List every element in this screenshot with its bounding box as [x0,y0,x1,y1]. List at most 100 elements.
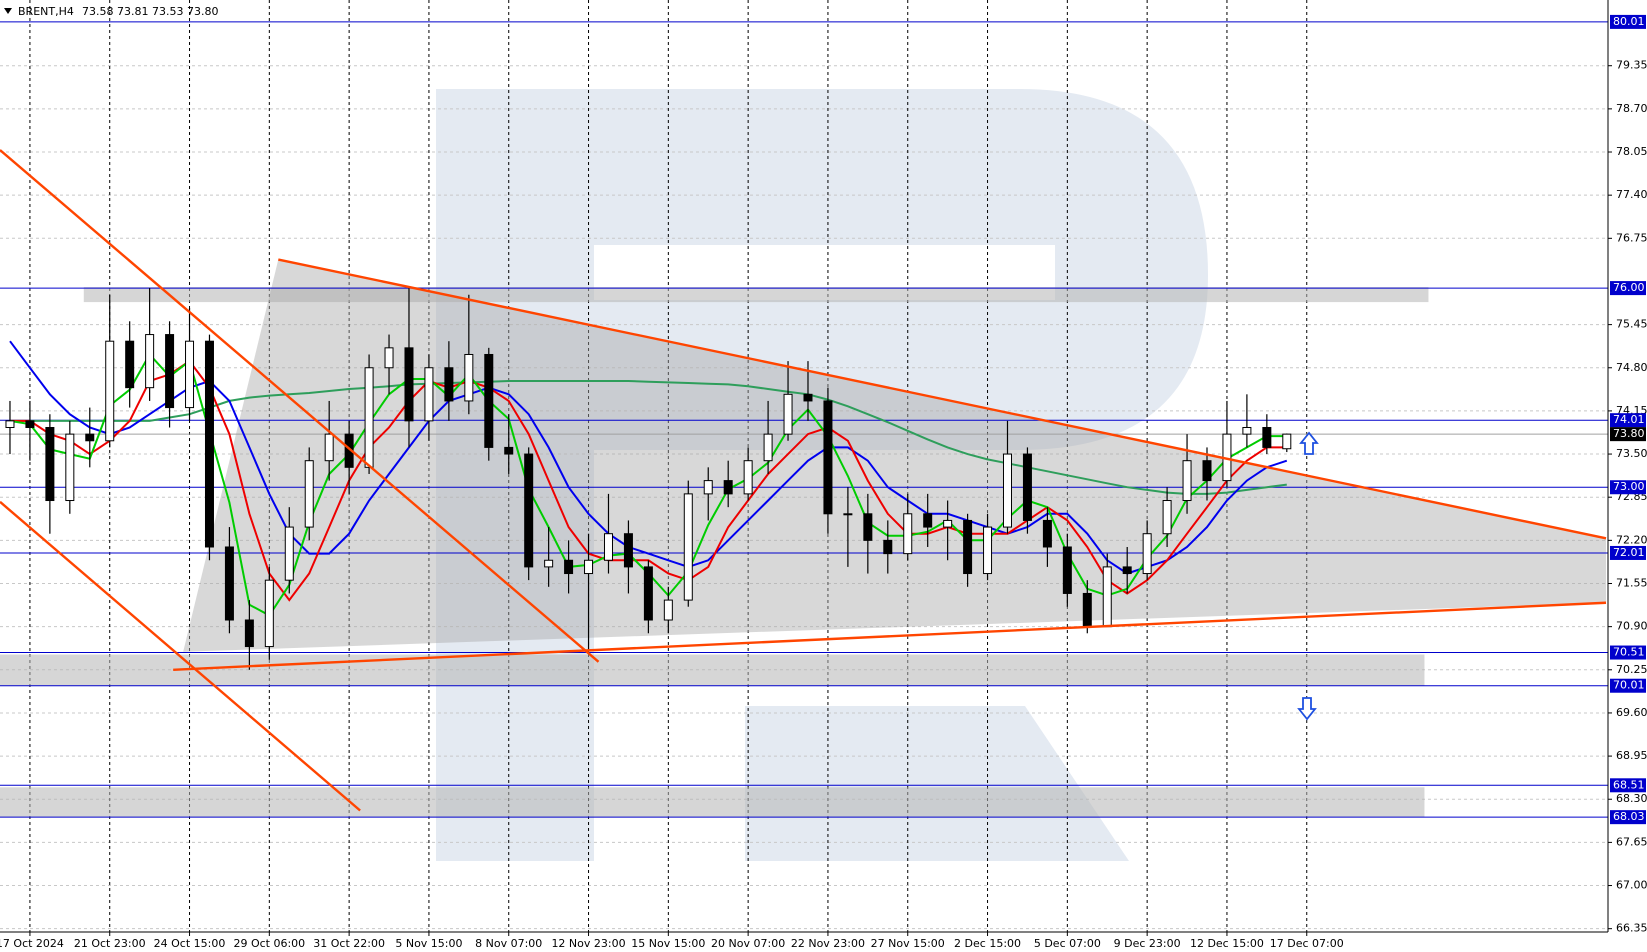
candle-body [204,340,214,548]
x-tick-label: 2 Dec 15:00 [954,937,1021,950]
candle-body [1082,592,1092,628]
candle-body [165,334,175,409]
level-label: 73.00 [1613,480,1645,493]
candle-body [863,513,873,541]
candle-body [464,353,474,402]
candle-body [524,453,534,568]
header-value: 73.53 [152,5,184,18]
candle-body [1182,460,1192,502]
level-tag [1610,480,1646,495]
y-tick-label: 73.50 [1616,447,1647,460]
symbol-label: BRENT,H4 [18,5,74,18]
candle-body [1062,546,1072,594]
candle-body [45,426,55,502]
trend-line [0,149,600,663]
trend-line [278,258,1607,540]
axis-panel [1609,0,1647,952]
candle-body [1142,533,1152,575]
y-tick-label: 70.90 [1616,620,1647,633]
candle-body [1282,433,1292,450]
x-tick-label: 9 Dec 23:00 [1114,937,1181,950]
level-tag [1610,545,1646,560]
candle-body [1102,566,1112,628]
candle-body [803,393,813,402]
candle-body [65,433,75,502]
candle-body [823,400,833,515]
candle-body [484,353,494,448]
x-tick-label: 17 Dec 07:00 [1270,937,1344,950]
x-tick-label: 21 Oct 23:00 [74,937,146,950]
candle-body [284,526,294,581]
zone [83,287,1429,303]
candle-body [1002,453,1012,528]
candle-body [564,559,574,575]
candle-body [404,347,414,422]
candle-body [384,347,394,369]
candle-body [763,433,773,462]
y-tick-label: 72.20 [1616,533,1647,546]
candle-body [1242,426,1252,435]
x-tick-label: 31 Oct 22:00 [313,937,385,950]
x-tick-label: 15 Nov 15:00 [631,937,705,950]
last-price-tag [1610,427,1646,442]
level-label: 70.51 [1613,646,1645,659]
candle-body [444,367,454,402]
x-tick-label: 20 Nov 07:00 [711,937,785,950]
level-tag [1610,14,1646,29]
level-label: 80.01 [1613,15,1645,28]
candle-body [5,420,15,428]
level-tag [1610,645,1646,660]
up-arrow [1299,431,1319,455]
candle-body [883,539,893,555]
y-tick-label: 67.65 [1616,835,1647,848]
y-tick-label: 79.35 [1616,59,1647,72]
level-tag [1610,413,1646,428]
level-label: 68.03 [1613,810,1645,823]
y-tick-label: 70.25 [1616,663,1647,676]
candle-body [603,533,613,561]
triangle-zone [183,259,1607,652]
trend-line [173,601,1607,671]
candle-body [85,433,95,442]
x-tick-label: 5 Nov 15:00 [395,937,462,950]
candle-body [903,513,913,555]
moving-average [10,380,1287,495]
candle-body [783,393,793,435]
level-label: 68.51 [1613,778,1645,791]
x-tick-label: 29 Oct 06:00 [233,937,305,950]
y-tick-label: 75.45 [1616,318,1647,331]
candle-body [244,619,254,648]
last-price-label: 73.80 [1613,427,1645,440]
candle-body [264,579,274,648]
candle-body [304,460,314,528]
x-tick-label: 8 Nov 07:00 [475,937,542,950]
level-label: 76.00 [1613,281,1645,294]
zone [0,787,1425,818]
candle-body [943,519,953,528]
trend-line [0,500,361,812]
x-tick-label: 12 Nov 23:00 [551,937,625,950]
axis-panel [0,933,1608,952]
candle-body [1122,566,1132,575]
y-tick-label: 69.60 [1616,706,1647,719]
y-tick-label: 71.55 [1616,576,1647,589]
level-label: 70.01 [1613,679,1645,692]
candle-body [623,533,633,568]
candle-body [703,480,713,495]
down-arrow [1297,697,1317,721]
y-tick-label: 76.75 [1616,231,1647,244]
y-tick-label: 68.30 [1616,792,1647,805]
candle-body [683,493,693,601]
candle-body [923,513,933,528]
candle-body [743,460,753,495]
x-tick-label: 12 Dec 15:00 [1190,937,1264,950]
x-tick-label: 17 Oct 2024 [0,937,64,950]
candle-body [584,559,594,575]
candle-body [424,367,434,422]
candle-body [1162,500,1172,535]
level-label: 74.01 [1613,413,1645,426]
candle-body [663,599,673,621]
y-tick-label: 77.40 [1616,188,1647,201]
